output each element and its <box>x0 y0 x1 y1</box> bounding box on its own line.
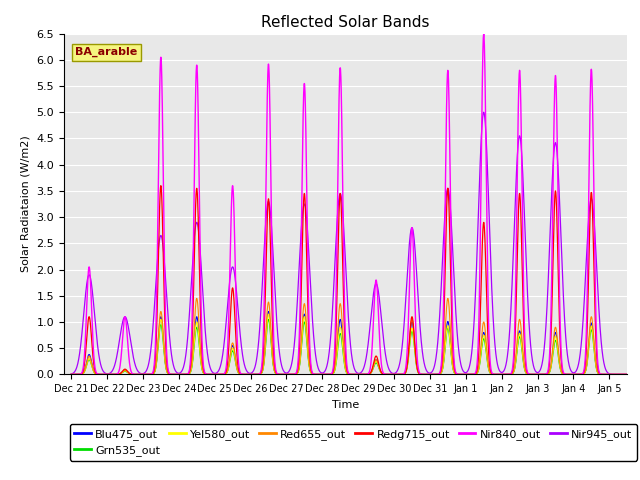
X-axis label: Time: Time <box>332 400 359 409</box>
Text: BA_arable: BA_arable <box>76 47 138 58</box>
Title: Reflected Solar Bands: Reflected Solar Bands <box>261 15 430 30</box>
Legend: Blu475_out, Grn535_out, Yel580_out, Red655_out, Redg715_out, Nir840_out, Nir945_: Blu475_out, Grn535_out, Yel580_out, Red6… <box>70 424 637 460</box>
Y-axis label: Solar Radiataion (W/m2): Solar Radiataion (W/m2) <box>21 136 31 272</box>
